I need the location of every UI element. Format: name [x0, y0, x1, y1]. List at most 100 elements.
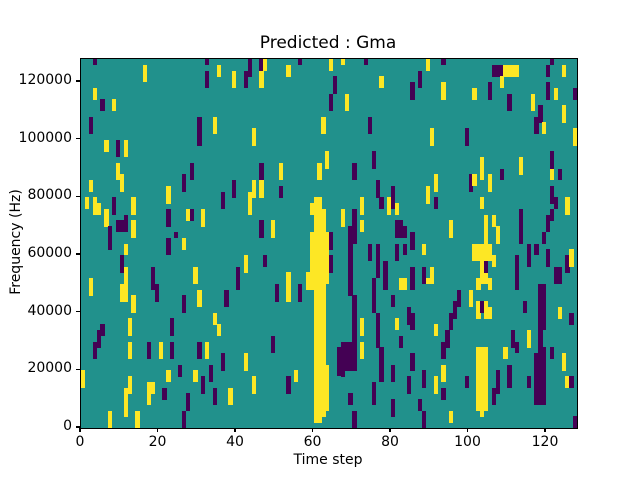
- heatmap-cell: [371, 278, 376, 314]
- heatmap-cell: [201, 376, 206, 394]
- heatmap-cell: [480, 347, 485, 417]
- heatmap-cell: [232, 70, 237, 89]
- heatmap-cell: [92, 87, 97, 100]
- heatmap-cell: [480, 301, 485, 314]
- heatmap-cell: [507, 364, 512, 389]
- heatmap-cell: [309, 203, 314, 216]
- heatmap-cell: [135, 410, 140, 428]
- heatmap-cell: [499, 76, 504, 89]
- heatmap-cell: [170, 341, 175, 360]
- y-tick-label: 120000: [18, 72, 72, 89]
- heatmap-cell: [259, 59, 264, 71]
- heatmap-cell: [441, 59, 446, 66]
- heatmap-cell: [205, 341, 210, 360]
- heatmap-cell: [360, 341, 365, 360]
- heatmap-cell: [228, 387, 233, 406]
- heatmap-cell: [425, 185, 431, 204]
- heatmap-cell: [348, 393, 353, 406]
- heatmap-cell: [375, 312, 380, 348]
- heatmap-cell: [340, 59, 345, 66]
- heatmap-cell: [565, 197, 570, 216]
- heatmap-cell: [352, 295, 357, 342]
- heatmap-cell: [549, 151, 555, 169]
- heatmap-cell: [402, 278, 407, 290]
- heatmap-cell: [325, 364, 330, 412]
- heatmap-cell: [352, 208, 357, 227]
- heatmap-cell: [557, 266, 562, 285]
- heatmap-cell: [278, 185, 283, 198]
- heatmap-cell: [224, 289, 229, 308]
- heatmap-cell: [247, 59, 252, 77]
- heatmap-cell: [375, 180, 380, 198]
- heatmap-cell: [294, 370, 299, 383]
- heatmap-cell: [518, 208, 524, 227]
- heatmap-cell: [371, 151, 376, 169]
- heatmap-cell: [422, 243, 427, 256]
- heatmap-cell: [146, 341, 152, 360]
- heatmap-cell: [402, 226, 407, 239]
- heatmap-cell: [557, 306, 562, 319]
- heatmap-cell: [115, 139, 121, 158]
- heatmap-cell: [286, 64, 291, 77]
- heatmap-cell: [538, 105, 543, 123]
- heatmap-cell: [286, 272, 291, 302]
- heatmap-cell: [201, 208, 206, 227]
- heatmap-cell: [119, 255, 125, 273]
- heatmap-cell: [410, 312, 415, 331]
- heatmap-cell: [379, 76, 384, 89]
- y-tick-label: 40000: [27, 302, 72, 319]
- heatmap-cell: [247, 191, 252, 216]
- heatmap-cell: [557, 168, 562, 181]
- heatmap: [80, 58, 578, 429]
- heatmap-cell: [123, 266, 128, 285]
- heatmap-cell: [92, 197, 97, 216]
- heatmap-cell: [445, 329, 450, 348]
- heatmap-cell: [340, 208, 345, 227]
- heatmap-cell: [402, 243, 407, 256]
- heatmap-cell: [270, 335, 276, 354]
- heatmap-cell: [472, 243, 477, 262]
- heatmap-cell: [123, 243, 128, 256]
- y-tick-mark: [76, 253, 80, 255]
- heatmap-canvas: [81, 59, 577, 428]
- heatmap-cell: [274, 283, 280, 302]
- heatmap-cell: [476, 278, 481, 290]
- heatmap-cell: [433, 174, 438, 192]
- heatmap-cell: [561, 64, 566, 77]
- heatmap-cell: [499, 168, 504, 181]
- heatmap-cell: [166, 185, 171, 204]
- heatmap-cell: [81, 370, 86, 389]
- heatmap-cell: [429, 266, 435, 285]
- heatmap-cell: [96, 203, 101, 216]
- heatmap-cell: [526, 243, 531, 267]
- heatmap-cell: [232, 180, 237, 198]
- heatmap-cell: [84, 197, 90, 210]
- heatmap-cell: [441, 387, 446, 400]
- heatmap-cell: [565, 376, 570, 389]
- heatmap-cell: [491, 214, 497, 227]
- x-tick-mark: [389, 428, 391, 432]
- heatmap-cell: [143, 64, 148, 83]
- heatmap-cell: [518, 226, 524, 244]
- heatmap-cell: [123, 139, 128, 158]
- heatmap-cell: [352, 341, 357, 371]
- heatmap-cell: [119, 174, 125, 192]
- heatmap-cell: [329, 93, 334, 112]
- x-tick-label: 120: [531, 434, 559, 450]
- heatmap-cell: [371, 381, 376, 406]
- heatmap-cell: [526, 376, 531, 389]
- heatmap-cell: [422, 410, 427, 428]
- heatmap-cell: [484, 301, 489, 319]
- heatmap-cell: [185, 208, 190, 221]
- heatmap-cell: [542, 283, 547, 331]
- x-tick-mark: [234, 428, 236, 432]
- heatmap-cell: [100, 99, 105, 112]
- heatmap-cell: [499, 64, 504, 77]
- heatmap-cell: [131, 295, 136, 314]
- x-tick-mark: [466, 428, 469, 432]
- heatmap-cell: [484, 260, 489, 273]
- heatmap-cell: [394, 203, 400, 216]
- heatmap-cell: [507, 64, 512, 77]
- heatmap-cell: [158, 341, 163, 360]
- heatmap-cell: [398, 335, 404, 348]
